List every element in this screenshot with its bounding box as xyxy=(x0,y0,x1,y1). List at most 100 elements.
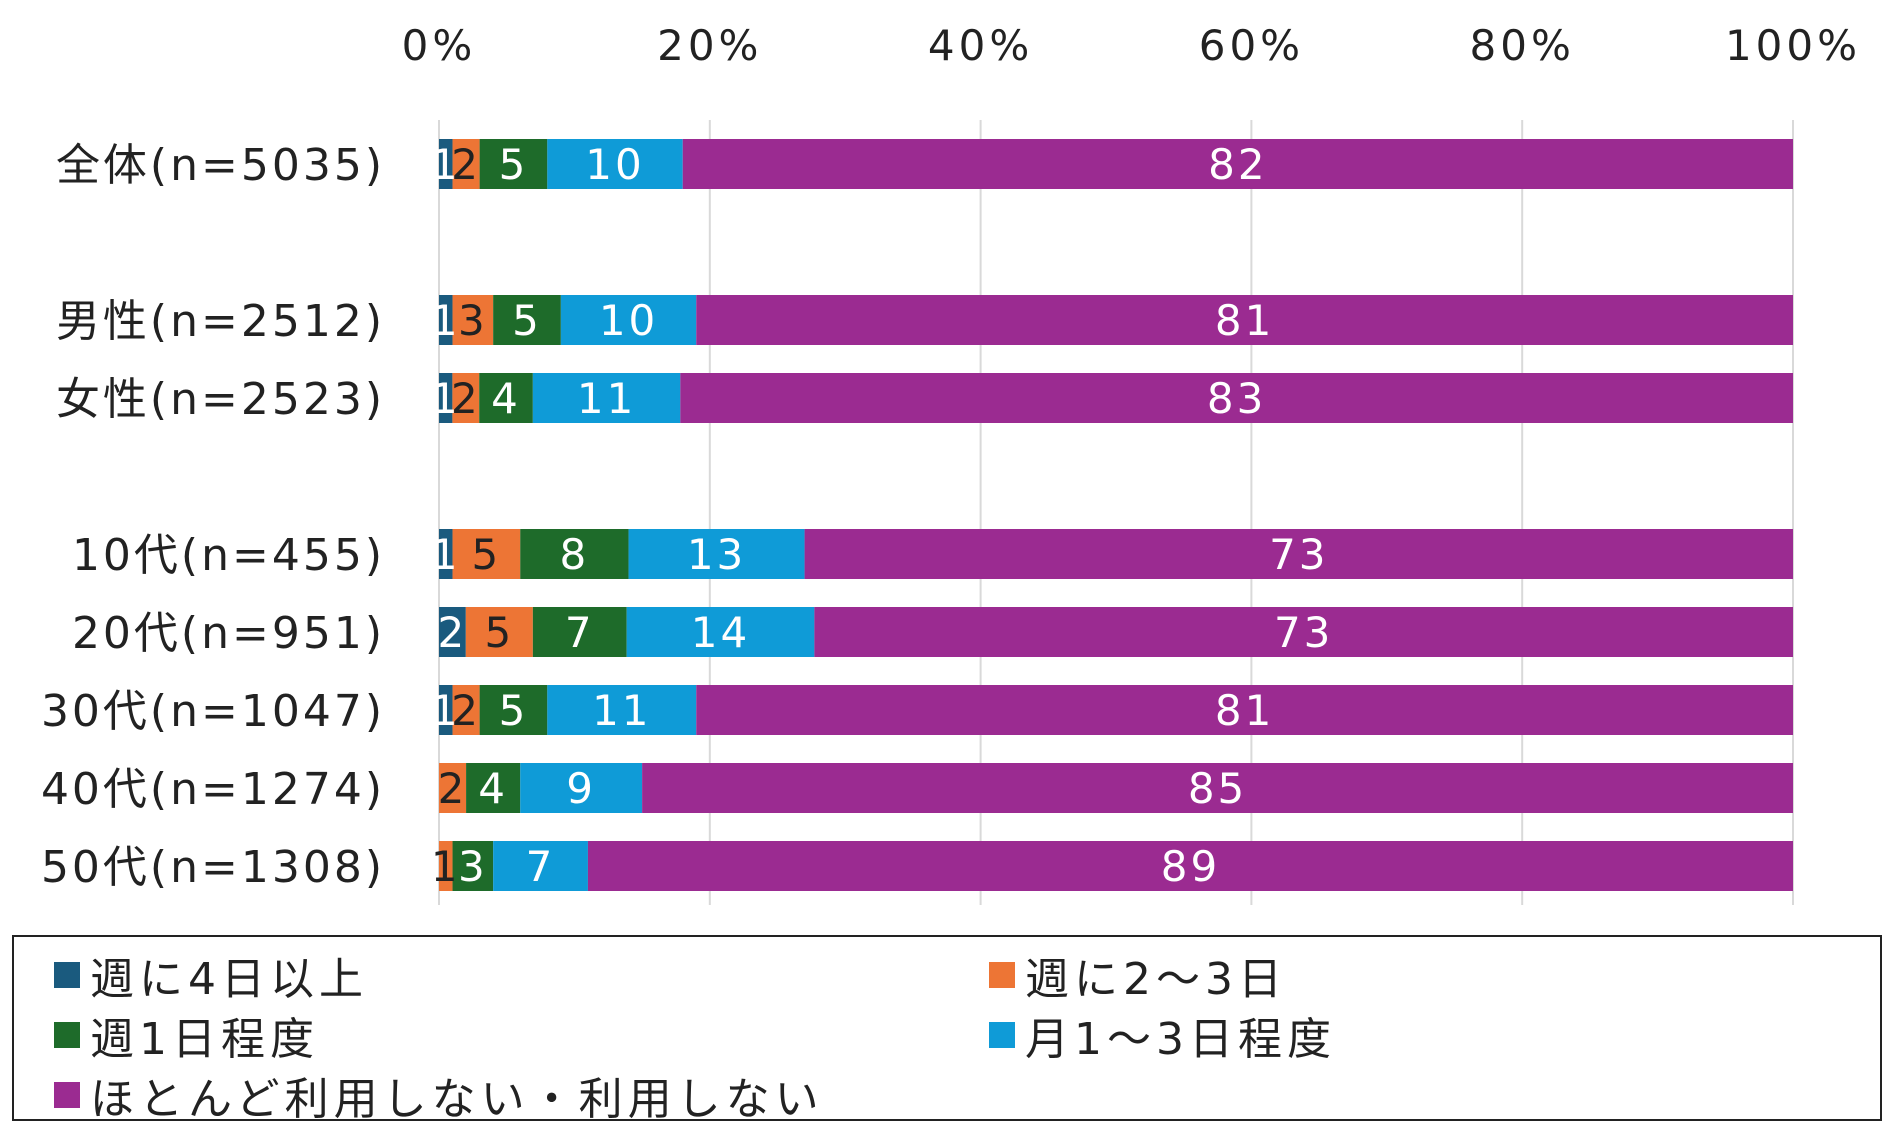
data-label: 2 xyxy=(438,608,468,657)
bar-segment xyxy=(439,529,453,579)
data-label: 2 xyxy=(451,140,481,189)
category-label: 女性(n=2523) xyxy=(56,374,385,425)
data-label: 2 xyxy=(438,764,468,813)
bar-segment xyxy=(696,295,1793,345)
data-label: 73 xyxy=(1269,530,1328,579)
data-label: 1 xyxy=(431,296,461,345)
legend-item: 月1～3日程度 xyxy=(989,1007,1336,1065)
category-label: 40代(n=1274) xyxy=(41,764,385,815)
data-label: 83 xyxy=(1207,374,1266,423)
bar-segment xyxy=(682,139,1793,189)
bar-segment xyxy=(626,607,815,657)
data-label: 2 xyxy=(451,686,481,735)
bar-segment xyxy=(439,841,453,891)
data-label: 1 xyxy=(431,140,461,189)
bar-segment xyxy=(452,139,480,189)
category-label: 20代(n=951) xyxy=(72,608,385,659)
data-label: 5 xyxy=(512,296,542,345)
legend-label: 月1～3日程度 xyxy=(1025,1014,1336,1065)
data-label: 5 xyxy=(472,530,502,579)
stacked-bar-chart: 0% 20% 40% 60% 80% 100% 全体(n=5035) 男性(n=2512) 女… xyxy=(41,21,1861,905)
bar-segment xyxy=(532,373,681,423)
bar-segment xyxy=(479,685,548,735)
bar-segment xyxy=(439,685,453,735)
data-label: 73 xyxy=(1274,608,1333,657)
bar-segment xyxy=(452,841,494,891)
data-label: 14 xyxy=(691,608,750,657)
bar-segment xyxy=(547,685,697,735)
x-tick-label: 20% xyxy=(657,21,762,70)
legend-item: 週に2～3日 xyxy=(989,947,1287,1005)
data-label: 10 xyxy=(599,296,658,345)
bar-segment xyxy=(465,607,533,657)
data-label: 11 xyxy=(592,686,651,735)
data-label: 13 xyxy=(687,530,746,579)
bar-segment xyxy=(452,685,480,735)
data-label: 11 xyxy=(577,374,636,423)
bar-segment xyxy=(493,841,588,891)
data-label: 1 xyxy=(431,374,461,423)
bar-segments xyxy=(439,139,1794,891)
bar-segment xyxy=(520,763,643,813)
category-label: 10代(n=455) xyxy=(72,530,385,581)
data-label: 5 xyxy=(484,608,514,657)
bar-segment xyxy=(560,295,697,345)
bar-segment xyxy=(587,841,1794,891)
data-label: 3 xyxy=(458,296,488,345)
data-label: 2 xyxy=(451,374,481,423)
legend-swatch xyxy=(989,962,1015,988)
category-label: 50代(n=1308) xyxy=(41,842,385,893)
bar-segment xyxy=(479,139,548,189)
legend-item: ほとんど利用しない・利用しない xyxy=(54,1067,824,1125)
data-label: 10 xyxy=(585,140,644,189)
bar-segment xyxy=(452,529,521,579)
data-label: 1 xyxy=(431,686,461,735)
bar-segment xyxy=(628,529,805,579)
legend-swatch xyxy=(989,1022,1015,1048)
bar-segment xyxy=(804,529,1793,579)
data-label: 5 xyxy=(499,686,529,735)
bar-segment xyxy=(547,139,683,189)
legend-label: 週1日程度 xyxy=(90,1014,319,1065)
category-label: 全体(n=5035) xyxy=(56,140,385,191)
data-label: 85 xyxy=(1188,764,1247,813)
data-label: 82 xyxy=(1208,140,1267,189)
bar-segment xyxy=(520,529,629,579)
legend-swatch xyxy=(54,1022,80,1048)
bar-segment xyxy=(532,607,627,657)
legend-item: 週に4日以上 xyxy=(54,947,368,1005)
data-label: 7 xyxy=(565,608,595,657)
x-tick-label: 40% xyxy=(928,21,1033,70)
bar-segment xyxy=(439,763,467,813)
legend-label: ほとんど利用しない・利用しない xyxy=(90,1074,824,1125)
legend-swatch xyxy=(54,962,80,988)
data-label: 89 xyxy=(1161,842,1220,891)
data-label: 1 xyxy=(431,842,461,891)
category-label: 30代(n=1047) xyxy=(41,686,385,737)
legend-label: 週に2～3日 xyxy=(1025,954,1287,1005)
bar-segment xyxy=(439,295,453,345)
x-axis-tick-labels: 0% 20% 40% 60% 80% 100% xyxy=(402,21,1861,70)
legend: 週に4日以上 週に2～3日週1日程度 月1～3日程度ほとんど利用しない・利用しない xyxy=(12,935,1882,1125)
bar-segment xyxy=(439,373,453,423)
data-label: 9 xyxy=(566,764,596,813)
x-tick-label: 0% xyxy=(402,21,477,70)
legend-swatch xyxy=(54,1082,80,1108)
bar-segment xyxy=(452,373,480,423)
category-labels: 全体(n=5035) 男性(n=2512) 女性(n=2523) 10代(n=455)… xyxy=(41,140,385,893)
bar-segment xyxy=(452,295,494,345)
bar-segment xyxy=(493,295,561,345)
data-label: 3 xyxy=(458,842,488,891)
data-label: 4 xyxy=(491,374,521,423)
x-tick-label: 100% xyxy=(1725,21,1861,70)
bar-segment xyxy=(696,685,1793,735)
bar-segment xyxy=(439,139,453,189)
category-label: 男性(n=2512) xyxy=(56,296,385,347)
x-tick-label: 80% xyxy=(1470,21,1575,70)
data-label: 1 xyxy=(431,530,461,579)
legend-label: 週に4日以上 xyxy=(90,954,368,1005)
data-label: 5 xyxy=(499,140,529,189)
bar-segment xyxy=(814,607,1793,657)
legend-item: 週1日程度 xyxy=(54,1007,319,1065)
